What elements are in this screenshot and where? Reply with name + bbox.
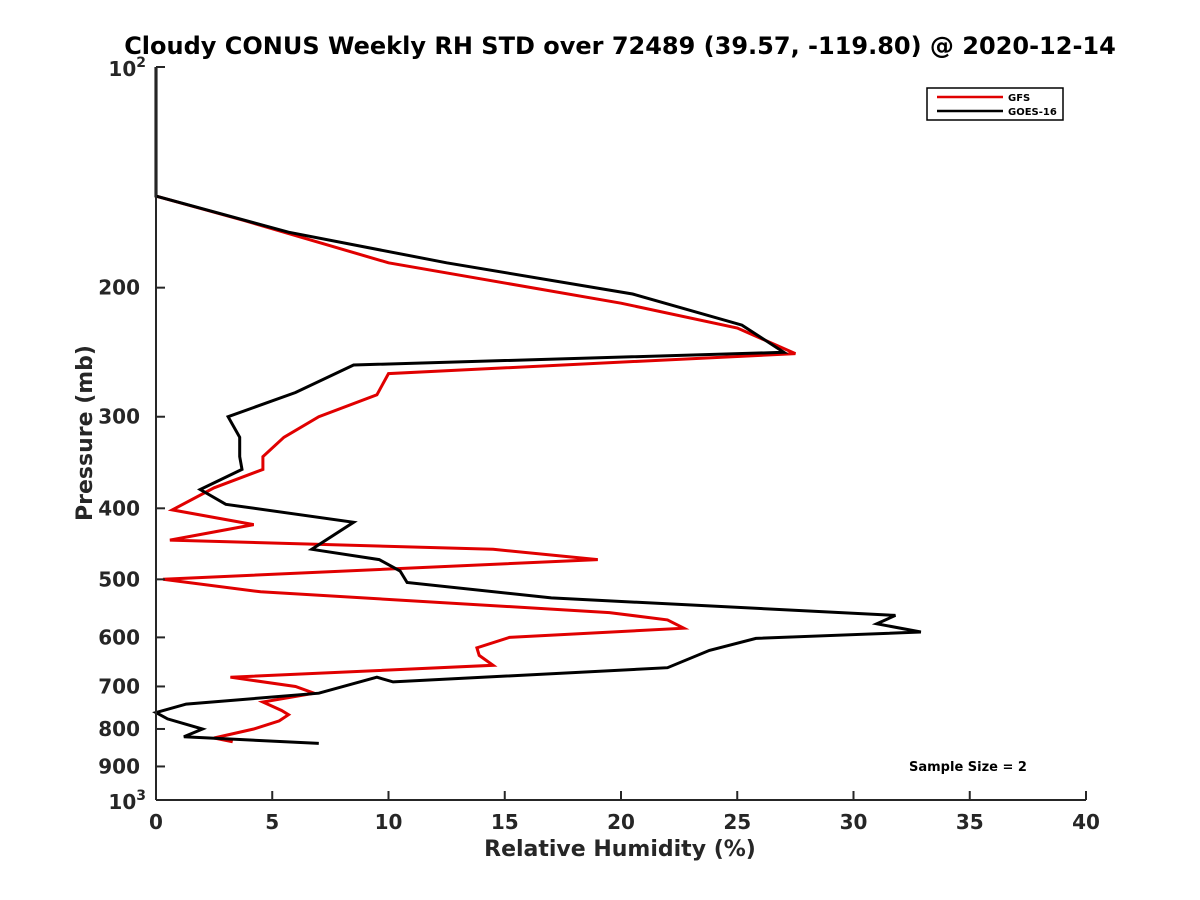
- y-tick-label: 200: [98, 276, 140, 300]
- x-tick-label: 20: [607, 810, 635, 834]
- legend-label: GOES-16: [1008, 107, 1057, 118]
- x-tick-label: 30: [840, 810, 868, 834]
- x-tick-label: 10: [375, 810, 403, 834]
- x-tick-label: 15: [491, 810, 519, 834]
- y-axis-label: Pressure (mb): [73, 345, 98, 521]
- y-tick-label: 103: [108, 788, 146, 814]
- x-tick-label: 40: [1072, 810, 1100, 834]
- chart-title: Cloudy CONUS Weekly RH STD over 72489 (3…: [124, 32, 1116, 60]
- y-tick-label: 300: [98, 405, 140, 429]
- y-tick-label: 900: [98, 754, 140, 778]
- legend: GFS GOES-16: [926, 87, 1064, 121]
- series-line-gfs: [154, 67, 797, 744]
- y-tick-label: 800: [98, 717, 140, 741]
- x-tick-label: 25: [723, 810, 751, 834]
- y-tick-label: 400: [98, 496, 140, 520]
- x-axis-label: Relative Humidity (%): [484, 837, 756, 862]
- y-tick-label: 102: [108, 55, 146, 81]
- series-layer: [152, 67, 922, 745]
- y-tick-label: 600: [98, 625, 140, 649]
- y-tick-label: 500: [98, 567, 140, 591]
- legend-box: [926, 87, 1064, 121]
- y-tick-label: 700: [98, 674, 140, 698]
- legend-label: GFS: [1008, 93, 1030, 104]
- x-tick-label: 5: [265, 810, 279, 834]
- series-line-goes-16: [152, 67, 922, 745]
- x-axis-ticks: 0 5 10 15 20 25 30 35 40: [149, 791, 1100, 834]
- y-axis-ticks: 102 200 300 400 500 600 700 800 900 103: [98, 55, 165, 814]
- sample-size-annotation: Sample Size = 2: [909, 760, 1027, 775]
- x-tick-label: 35: [956, 810, 984, 834]
- x-tick-label: 0: [149, 810, 163, 834]
